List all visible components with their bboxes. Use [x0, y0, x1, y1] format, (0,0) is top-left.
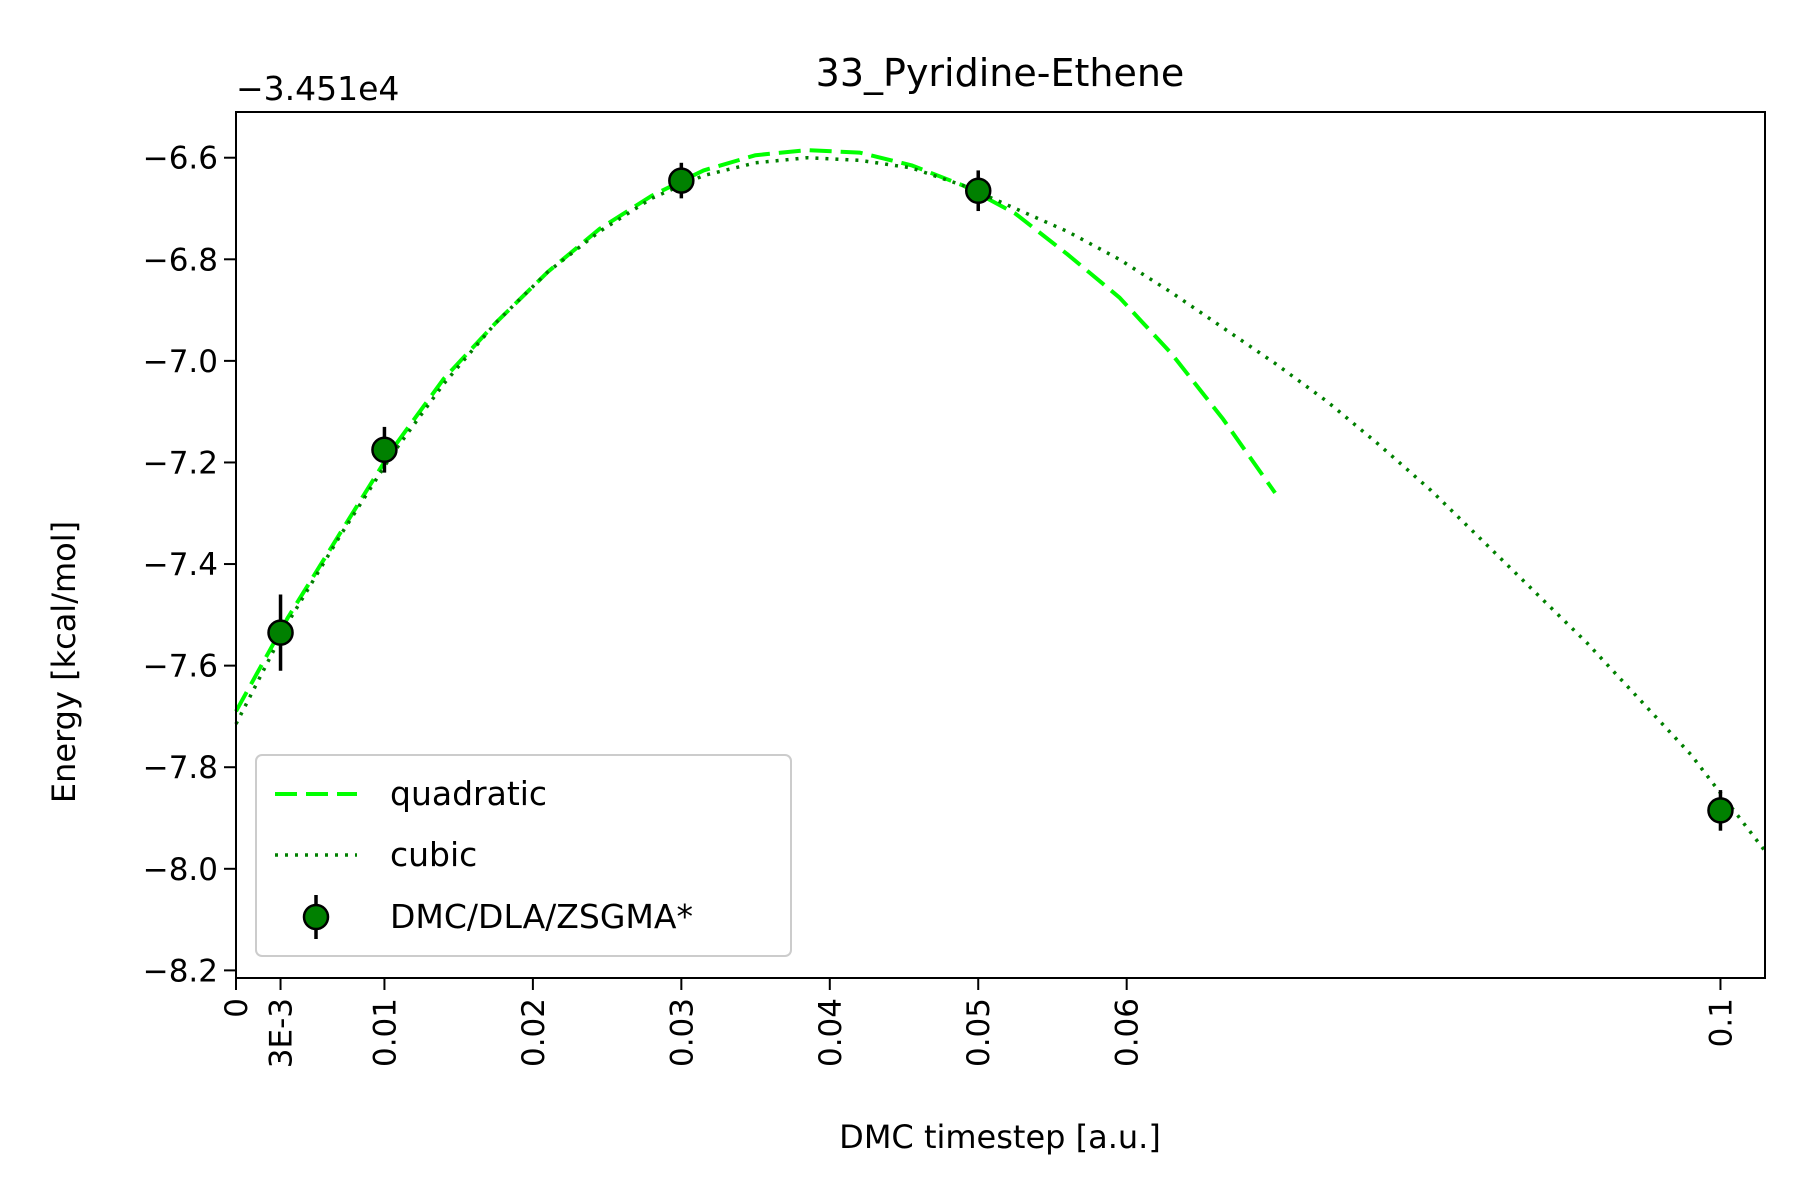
x-tick-label: 0.02 [516, 998, 552, 1067]
y-tick-label: −8.0 [143, 852, 218, 888]
axis-ticks: 0 3E-3 0.01 0.02 0.03 0.04 0.05 0.06 0.1 −6.6 −6.8… [143, 141, 1740, 1069]
legend-label: DMC/DLA/ZSGMA* [390, 897, 693, 936]
y-tick-label: −7.6 [143, 649, 218, 685]
y-tick-label: −7.8 [143, 750, 218, 786]
legend: quadratic cubic DMC/DLA/ZSGMA* [255, 754, 792, 957]
legend-swatch-marker [302, 903, 330, 931]
data-point-marker [267, 619, 294, 646]
plot-frame [235, 111, 1766, 979]
legend-label: cubic [390, 835, 477, 874]
y-axis-label: Energy [kcal/mol] [45, 521, 83, 803]
x-tick-label: 0.04 [813, 998, 849, 1067]
y-tick-label: −6.8 [143, 242, 218, 278]
x-tick-label: 0.1 [1703, 998, 1739, 1047]
x-tick-label: 0.06 [1110, 998, 1146, 1067]
legend-label: quadratic [390, 774, 547, 813]
x-tick-label: 3E-3 [264, 998, 300, 1068]
quadratic-fit-line [234, 148, 1277, 713]
data-point-marker [1707, 797, 1734, 824]
x-tick-label: 0 [219, 998, 255, 1018]
legend-box [255, 754, 792, 957]
data-point-marker [668, 167, 695, 194]
y-offset-label: −3.451e4 [236, 69, 399, 108]
x-axis-label: DMC timestep [a.u.] [839, 1118, 1161, 1156]
y-tick-label: −6.6 [143, 141, 218, 177]
y-tick-label: −7.0 [143, 344, 218, 380]
y-tick-label: −7.4 [143, 547, 218, 583]
x-tick-label: 0.05 [961, 998, 997, 1067]
data-point-marker [371, 436, 398, 464]
chart-title: 33_Pyridine-Ethene [816, 51, 1185, 95]
data-points [267, 162, 1734, 831]
fit-lines [234, 148, 1767, 853]
x-tick-label: 0.03 [664, 998, 700, 1067]
x-tick-label: 0.01 [367, 998, 403, 1067]
y-tick-label: −7.2 [143, 445, 218, 481]
y-tick-label: −8.2 [143, 953, 218, 989]
data-point-marker [964, 177, 992, 204]
